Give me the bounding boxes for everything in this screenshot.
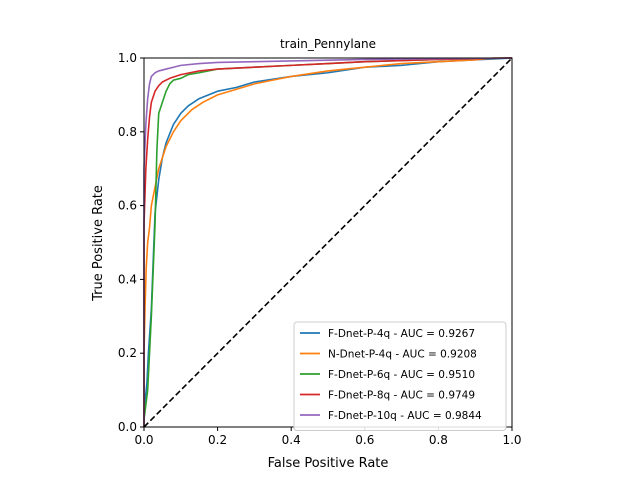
legend: F-Dnet-P-4q - AUC = 0.9267 N-Dnet-P-4q - …: [293, 321, 507, 431]
x-tick-label: 0.8: [429, 433, 448, 447]
y-tick-label: 0.8: [118, 125, 137, 139]
series-line-5: [143, 57, 513, 427]
plot-area: 0.0 0.2 0.4 0.6 0.8 1.0 0.0 0.2 0.4 0.6 0.8 1.0: [118, 51, 522, 447]
x-axis-label: False Positive Rate: [268, 456, 389, 471]
x-tick-label: 0.2: [208, 433, 227, 447]
x-tick-label: 0.0: [134, 433, 153, 447]
series-line-4: [143, 57, 513, 427]
y-tick-label: 0.6: [118, 199, 137, 213]
series-line-2: [143, 57, 512, 427]
legend-entry-label: N-Dnet-P-4q - AUC = 0.9208: [328, 349, 477, 361]
diagonal-reference-line: [143, 57, 513, 428]
x-tick-label: 1.0: [502, 433, 521, 447]
y-tick-label: 0.4: [118, 272, 137, 286]
y-tick-label: 0.2: [118, 346, 137, 360]
x-tick-label: 0.4: [282, 433, 301, 447]
legend-entry-label: F-Dnet-P-6q - AUC = 0.9510: [328, 369, 475, 381]
chart-title: train_Pennylane: [280, 37, 376, 51]
x-tick-label: 0.6: [355, 433, 374, 447]
legend-box: [293, 321, 507, 431]
y-axis-label: True Positive Rate: [91, 185, 106, 302]
y-tick-label: 0.0: [118, 420, 137, 434]
legend-entry-label: F-Dnet-P-8q - AUC = 0.9749: [328, 390, 475, 402]
y-tick-label: 1.0: [118, 51, 137, 65]
legend-entry-label: F-Dnet-P-10q - AUC = 0.9844: [328, 410, 482, 422]
legend-entry-label: F-Dnet-P-4q - AUC = 0.9267: [328, 328, 475, 340]
